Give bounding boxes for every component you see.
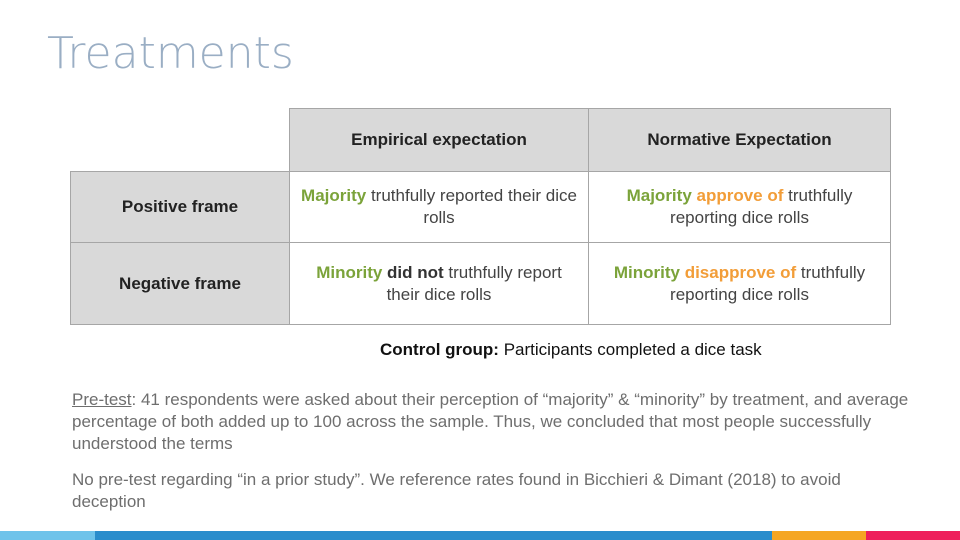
column-header-normative: Normative Expectation <box>588 108 891 172</box>
minority-highlight: Minority <box>613 262 680 282</box>
cell-positive-empirical: Majority truthfully reported their dice … <box>289 171 589 243</box>
cell-positive-normative: Majority approve of truthfully reporting… <box>588 171 891 243</box>
cell-text: truthfully reporting dice rolls <box>670 262 866 304</box>
cell-text: truthfully reported their dice rolls <box>366 186 577 227</box>
control-group-label: Control group: <box>380 340 499 359</box>
bottom-color-bar <box>0 531 960 540</box>
bar-segment-light-blue <box>0 531 95 540</box>
did-not-emphasis: did not <box>382 262 444 282</box>
cell-text: truthfully report their dice rolls <box>386 262 562 304</box>
empty-corner-cell <box>70 108 290 172</box>
cell-negative-empirical: Minority did not truthfully report their… <box>289 242 589 325</box>
row-header-negative-frame: Negative frame <box>70 242 290 325</box>
bar-segment-orange <box>772 531 866 540</box>
table-header-row: Empirical expectation Normative Expectat… <box>70 108 891 172</box>
pretest-paragraph: Pre-test: 41 respondents were asked abou… <box>72 389 912 455</box>
row-header-positive-frame: Positive frame <box>70 171 290 243</box>
approve-highlight: approve of <box>691 186 784 205</box>
column-header-empirical: Empirical expectation <box>289 108 589 172</box>
deception-note: No pre-test regarding “in a prior study”… <box>72 470 841 511</box>
bar-segment-pink <box>866 531 960 540</box>
pretest-label: Pre-test <box>72 390 132 409</box>
control-group-line: Control group: Participants completed a … <box>380 340 762 360</box>
table-row-negative-frame: Negative frame Minority did not truthful… <box>70 242 891 325</box>
control-group-text: Participants completed a dice task <box>498 340 762 359</box>
minority-highlight: Minority <box>316 262 383 282</box>
treatments-table: Empirical expectation Normative Expectat… <box>70 108 891 325</box>
slide-title: Treatments <box>47 28 294 79</box>
disapprove-highlight: disapprove of <box>679 262 797 282</box>
pretest-text: : 41 respondents were asked about their … <box>72 390 909 453</box>
table-row-positive-frame: Positive frame Majority truthfully repor… <box>70 171 891 243</box>
majority-highlight: Majority <box>626 186 692 205</box>
bar-segment-blue <box>95 531 772 540</box>
majority-highlight: Majority <box>301 186 367 205</box>
cell-text: truthfully reporting dice rolls <box>670 186 853 227</box>
cell-negative-normative: Minority disapprove of truthfully report… <box>588 242 891 325</box>
